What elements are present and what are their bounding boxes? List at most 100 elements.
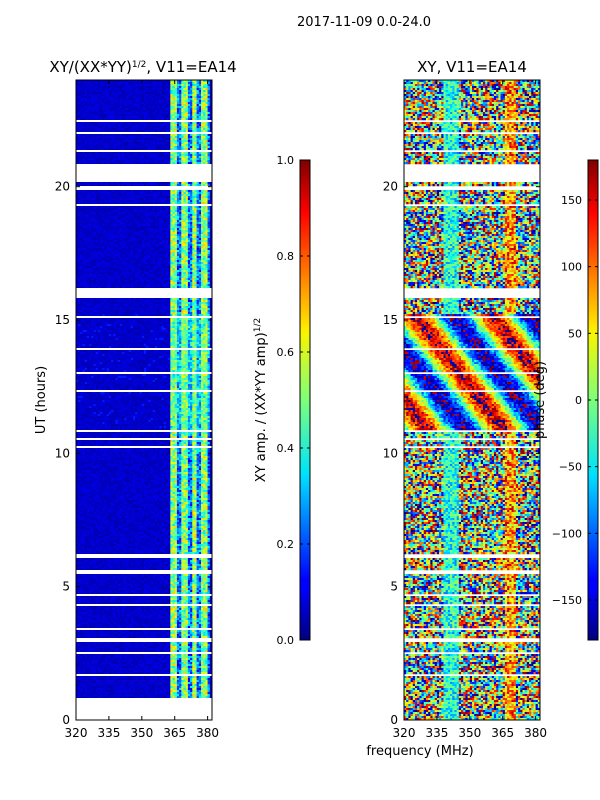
heatmap-cell — [97, 162, 101, 165]
heatmap-cell — [205, 184, 208, 187]
left-title-suffix: , V11=EA14 — [146, 58, 236, 76]
heatmap-cell — [163, 134, 167, 137]
heatmap-cell — [104, 114, 107, 117]
heatmap-cell — [133, 226, 136, 229]
heatmap-cell — [207, 256, 211, 259]
heatmap-cell — [95, 114, 99, 117]
heatmap-cell — [135, 218, 138, 221]
heatmap-cell — [179, 240, 182, 243]
heatmap-cell — [209, 198, 212, 201]
heatmap-cell — [157, 96, 160, 99]
heatmap-cell — [170, 158, 173, 161]
heatmap-cell — [78, 134, 81, 137]
heatmap-cell — [97, 104, 101, 107]
heatmap-cell — [170, 82, 173, 85]
heatmap-cell — [128, 140, 132, 143]
heatmap-cell — [80, 84, 83, 87]
heatmap-cell — [150, 86, 154, 89]
heatmap-cell — [159, 116, 162, 119]
heatmap-cell — [128, 196, 132, 199]
heatmap-cell — [106, 106, 110, 109]
heatmap-cell — [95, 148, 99, 151]
heatmap-cell — [187, 246, 191, 249]
heatmap-cell — [113, 160, 116, 163]
heatmap-cell — [86, 254, 90, 257]
heatmap-cell — [97, 96, 101, 99]
heatmap-cell — [194, 222, 197, 225]
heatmap-cell — [207, 216, 211, 219]
heatmap-cell — [113, 194, 116, 197]
heatmap-cell — [154, 128, 158, 131]
heatmap-cell — [128, 144, 132, 147]
heatmap-cell — [194, 182, 197, 185]
heatmap-cell — [139, 112, 143, 115]
heatmap-cell — [128, 244, 132, 247]
heatmap-cell — [148, 266, 151, 269]
heatmap-cell — [97, 190, 101, 193]
heatmap-cell — [205, 250, 208, 253]
heatmap-cell — [84, 260, 88, 263]
heatmap-cell — [170, 146, 173, 149]
heatmap-cell — [207, 158, 211, 161]
heatmap-cell — [150, 258, 154, 261]
heatmap-cell — [97, 80, 101, 83]
heatmap-cell — [117, 218, 121, 221]
heatmap-cell — [205, 190, 208, 193]
heatmap-cell — [176, 154, 180, 157]
heatmap-cell — [179, 192, 182, 195]
heatmap-cell — [192, 216, 195, 219]
heatmap-cell — [124, 220, 127, 223]
heatmap-cell — [126, 140, 129, 143]
heatmap-cell — [126, 158, 129, 161]
heatmap-cell — [119, 206, 123, 209]
heatmap-cell — [196, 114, 200, 117]
heatmap-cell — [117, 248, 121, 251]
heatmap-cell — [183, 130, 186, 133]
heatmap-cell — [111, 262, 114, 265]
heatmap-cell — [163, 104, 167, 107]
heatmap-cell — [144, 126, 147, 129]
heatmap-cell — [78, 210, 81, 213]
heatmap-cell — [97, 208, 101, 211]
heatmap-cell — [157, 236, 160, 239]
heatmap-cell — [161, 252, 164, 255]
heatmap-cell — [133, 220, 136, 223]
heatmap-cell — [165, 102, 169, 105]
heatmap-cell — [198, 134, 202, 137]
heatmap-cell — [97, 158, 101, 161]
heatmap-cell — [163, 96, 167, 99]
heatmap-cell — [108, 130, 112, 133]
heatmap-cell — [102, 238, 105, 241]
heatmap-cell — [141, 246, 145, 249]
heatmap-cell — [108, 260, 112, 263]
heatmap-cell — [150, 140, 154, 143]
heatmap-cell — [165, 86, 169, 89]
heatmap-cell — [130, 238, 134, 241]
heatmap-cell — [137, 236, 140, 239]
heatmap-cell — [102, 266, 105, 269]
heatmap-cell — [89, 246, 92, 249]
heatmap-cell — [187, 206, 191, 209]
heatmap-cell — [78, 140, 81, 143]
heatmap-cell — [203, 230, 206, 233]
heatmap-cell — [130, 226, 134, 229]
heatmap-cell — [93, 138, 96, 141]
heatmap-cell — [187, 244, 191, 247]
heatmap-cell — [159, 214, 162, 217]
heatmap-cell — [139, 128, 143, 131]
heatmap-cell — [113, 94, 116, 97]
heatmap-cell — [89, 228, 92, 231]
heatmap-cell — [168, 190, 171, 193]
heatmap-cell — [89, 200, 92, 203]
heatmap-cell — [80, 126, 83, 129]
heatmap-cell — [154, 212, 158, 215]
heatmap-cell — [95, 266, 99, 269]
heatmap-cell — [179, 214, 182, 217]
heatmap-cell — [163, 126, 167, 129]
heatmap-cell — [133, 126, 136, 129]
heatmap-cell — [174, 114, 178, 117]
heatmap-cell — [198, 148, 202, 151]
heatmap-cell — [154, 226, 158, 229]
heatmap-cell — [176, 250, 180, 253]
heatmap-cell — [82, 228, 86, 231]
